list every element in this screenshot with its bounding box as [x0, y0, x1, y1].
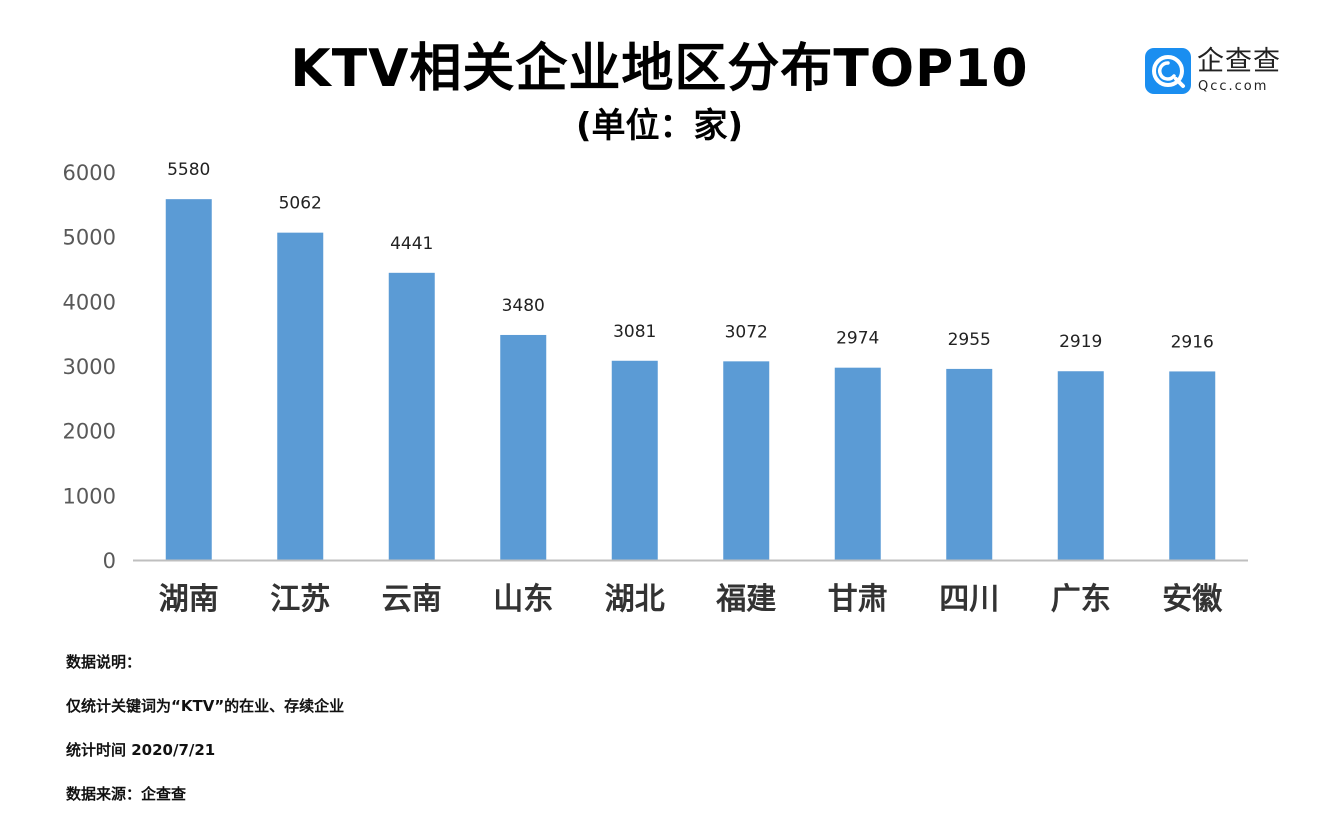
category-label: 江苏 — [270, 582, 330, 617]
data-label: 2919 — [1059, 332, 1102, 352]
data-label: 2974 — [836, 329, 879, 349]
note-scope: 仅统计关键词为“KTV”的在业、存续企业 — [66, 697, 345, 715]
chart-subtitle: (单位：家) — [575, 106, 744, 146]
bar — [723, 361, 770, 560]
bar — [1169, 371, 1216, 560]
category-label: 安徽 — [1162, 582, 1223, 617]
logo-name: 企查查 — [1197, 46, 1281, 77]
data-label: 3072 — [725, 322, 768, 342]
y-tick-label: 6000 — [63, 161, 116, 185]
data-label: 2955 — [948, 330, 991, 350]
bar — [165, 199, 212, 560]
data-label: 5062 — [279, 194, 322, 214]
y-tick-label: 3000 — [63, 355, 116, 379]
y-tick-label: 4000 — [63, 290, 116, 314]
category-label: 湖北 — [605, 582, 665, 617]
bar — [1057, 371, 1104, 560]
bar-chart: 0 1000 2000 3000 4000 5000 6000 5580 湖南 5062 江苏 444… — [63, 160, 1248, 617]
note-heading: 数据说明： — [66, 653, 142, 671]
category-label: 福建 — [715, 582, 776, 617]
data-label: 2916 — [1171, 332, 1214, 352]
y-tick-label: 2000 — [63, 420, 116, 444]
category-label: 四川 — [939, 582, 999, 617]
note-source: 数据来源：企查查 — [66, 785, 187, 803]
bar — [611, 360, 658, 560]
data-label: 3081 — [613, 322, 656, 342]
category-label: 广东 — [1051, 582, 1111, 617]
category-label: 山东 — [493, 582, 553, 617]
chart-title: KTV相关企业地区分布TOP10 — [290, 39, 1029, 99]
category-label: 云南 — [382, 582, 442, 617]
data-label: 5580 — [167, 160, 210, 180]
bar — [388, 272, 435, 560]
bar — [500, 334, 547, 560]
data-label: 3480 — [502, 296, 545, 316]
brand-logo: 企查查 Qcc.com — [1145, 46, 1295, 98]
y-tick-label: 1000 — [63, 484, 116, 508]
note-date: 统计时间 2020/7/21 — [66, 741, 216, 759]
bar — [277, 232, 324, 560]
data-label: 4441 — [390, 234, 433, 254]
category-label: 湖南 — [159, 582, 219, 617]
category-label: 甘肃 — [828, 582, 888, 617]
y-tick-label: 0 — [103, 549, 116, 573]
bar — [946, 368, 993, 560]
y-tick-label: 5000 — [63, 226, 116, 250]
qcc-logo-icon — [1145, 48, 1191, 94]
bar — [834, 367, 881, 560]
logo-domain: Qcc.com — [1198, 79, 1269, 94]
